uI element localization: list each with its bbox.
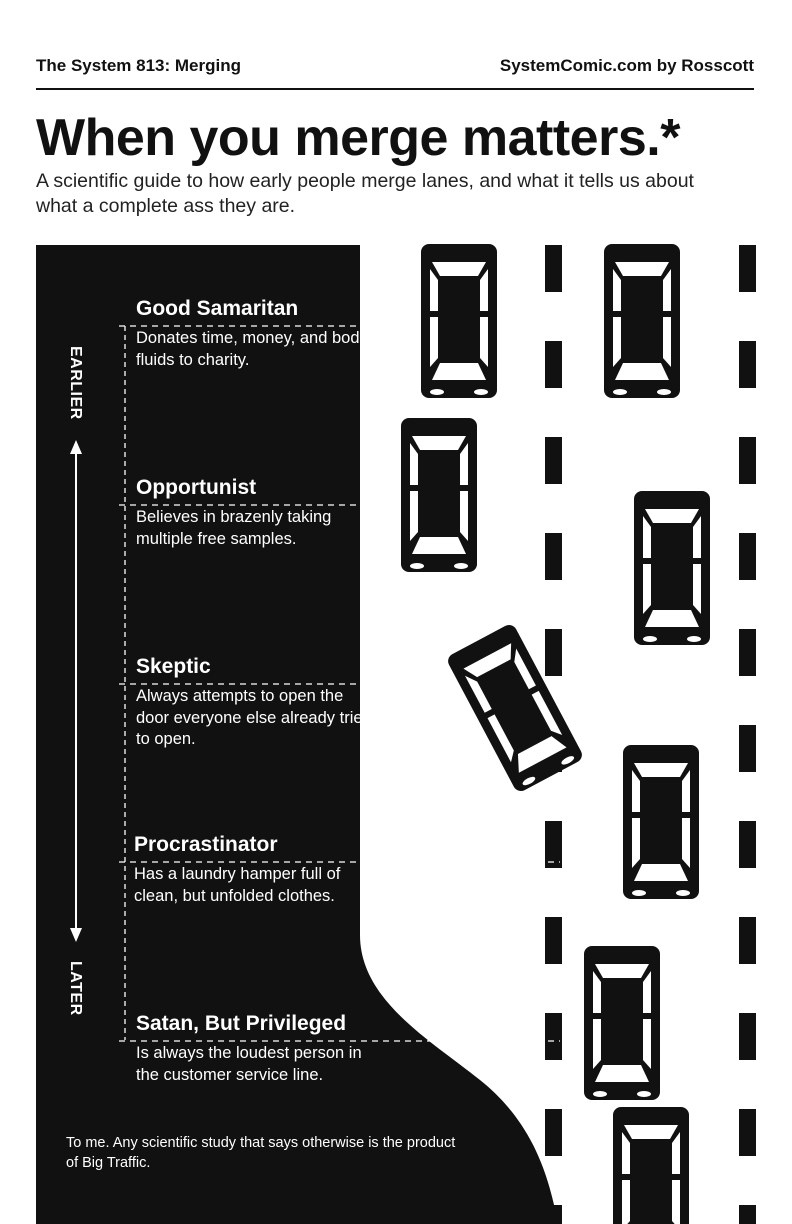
lane-divider-right <box>739 245 756 1224</box>
axis-label-later: LATER <box>67 961 84 1016</box>
merger-type-description: Always attempts to open the door everyon… <box>136 687 372 748</box>
lane-dash <box>739 1205 756 1224</box>
car-icon <box>421 244 497 398</box>
lane-dash <box>545 437 562 484</box>
lane-dash <box>739 725 756 772</box>
merger-type-name: Satan, But Privileged <box>136 1012 347 1035</box>
axis-label-earlier: EARLIER <box>67 346 84 420</box>
lane-dash <box>739 1013 756 1060</box>
footnote: To me. Any scientific study that says ot… <box>66 1135 456 1171</box>
lane-dash <box>739 821 756 868</box>
merger-type-procrastinator: Procrastinator Has a laundry hamper full… <box>134 832 374 907</box>
merge-lane-shape <box>36 245 558 1224</box>
car-icon <box>445 622 585 794</box>
lane-dash <box>739 245 756 292</box>
car-icon <box>613 1107 689 1224</box>
car-icon <box>623 745 699 899</box>
lane-dash <box>545 821 562 868</box>
lane-dash <box>545 533 562 580</box>
lane-dash <box>545 1013 562 1060</box>
page-title: When you merge matters.* <box>36 109 680 167</box>
car-icon <box>604 244 680 398</box>
page-subtitle: A scientific guide to how early people m… <box>36 170 694 217</box>
lane-dash <box>545 1109 562 1156</box>
merger-type-description: Is always the loudest person in the cust… <box>136 1044 362 1084</box>
merger-type-name: Skeptic <box>136 655 211 678</box>
lane-dash <box>545 1205 562 1224</box>
car-icon <box>401 418 477 572</box>
merger-type-satan: Satan, But Privileged Is always the loud… <box>136 1011 376 1086</box>
car-icon <box>584 946 660 1100</box>
merger-type-skeptic: Skeptic Always attempts to open the door… <box>136 654 376 751</box>
lane-dash <box>739 917 756 964</box>
lane-dash <box>545 629 562 676</box>
car-icon <box>634 491 710 645</box>
merger-type-description: Believes in brazenly taking multiple fre… <box>136 508 332 548</box>
merger-type-opportunist: Opportunist Believes in brazenly taking … <box>136 475 376 550</box>
header-bar: The System 813: Merging SystemComic.com … <box>36 56 754 90</box>
merger-type-name: Opportunist <box>136 476 257 499</box>
merger-type-name: Good Samaritan <box>136 297 299 320</box>
lane-dash <box>545 917 562 964</box>
lane-dash <box>739 629 756 676</box>
site-credit: SystemComic.com by Rosscott <box>499 56 754 75</box>
lane-dash <box>739 437 756 484</box>
comic-number: The System 813: Merging <box>36 56 242 75</box>
lane-dash <box>545 245 562 292</box>
lane-dash <box>739 533 756 580</box>
merger-type-description: Donates time, money, and bodily fluids t… <box>136 329 376 369</box>
time-arrow <box>70 440 82 942</box>
lane-dash <box>739 341 756 388</box>
merger-type-description: Has a laundry hamper full of clean, but … <box>134 865 341 905</box>
lane-dash <box>739 1109 756 1156</box>
merger-type-name: Procrastinator <box>134 833 278 856</box>
lane-dash <box>545 341 562 388</box>
lane-divider-center <box>545 245 562 1224</box>
merger-type-good-samaritan: Good Samaritan Donates time, money, and … <box>136 296 376 371</box>
